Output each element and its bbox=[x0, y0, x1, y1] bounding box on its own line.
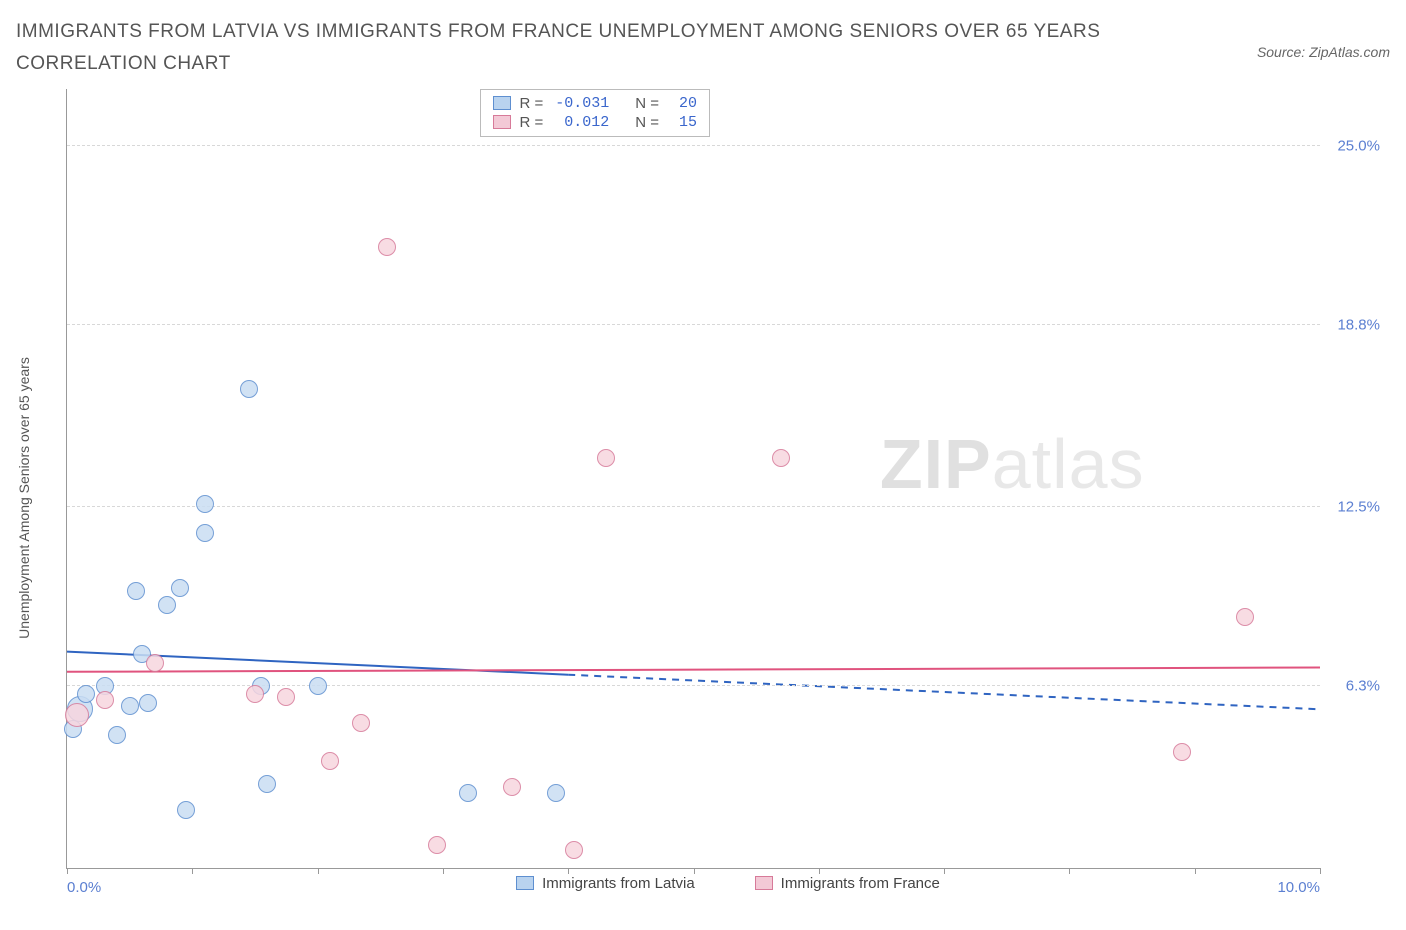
data-point bbox=[108, 726, 126, 744]
y-tick-label: 25.0% bbox=[1337, 138, 1380, 155]
stat-n-value: 15 bbox=[667, 114, 697, 131]
data-point bbox=[158, 596, 176, 614]
data-point bbox=[146, 654, 164, 672]
x-tick bbox=[318, 868, 319, 874]
stat-r-label: R = bbox=[519, 114, 543, 131]
x-tick bbox=[568, 868, 569, 874]
series-legend: Immigrants from Latvia Immigrants from Fr… bbox=[66, 875, 1390, 892]
stat-n-label: N = bbox=[635, 114, 659, 131]
x-tick bbox=[819, 868, 820, 874]
legend-label: Immigrants from Latvia bbox=[542, 875, 695, 892]
data-point bbox=[459, 784, 477, 802]
chart-container: Unemployment Among Seniors over 65 years… bbox=[16, 89, 1390, 892]
x-tick bbox=[1069, 868, 1070, 874]
stat-r-value: -0.031 bbox=[551, 95, 609, 112]
legend-swatch bbox=[493, 96, 511, 110]
stat-n-value: 20 bbox=[667, 95, 697, 112]
data-point bbox=[127, 582, 145, 600]
x-tick bbox=[1320, 868, 1321, 874]
gridline bbox=[67, 506, 1320, 507]
data-point bbox=[258, 775, 276, 793]
data-point bbox=[772, 449, 790, 467]
x-tick bbox=[192, 868, 193, 874]
gridline bbox=[67, 145, 1320, 146]
data-point bbox=[428, 836, 446, 854]
stats-legend: R = -0.031 N = 20 R = 0.012 N = 15 bbox=[480, 89, 710, 137]
data-point bbox=[277, 688, 295, 706]
legend-swatch bbox=[493, 115, 511, 129]
data-point bbox=[309, 677, 327, 695]
watermark-bold: ZIP bbox=[880, 425, 992, 503]
y-tick-label: 12.5% bbox=[1337, 498, 1380, 515]
header-row: IMMIGRANTS FROM LATVIA VS IMMIGRANTS FRO… bbox=[16, 16, 1390, 81]
data-point bbox=[121, 697, 139, 715]
watermark-light: atlas bbox=[992, 425, 1145, 503]
stat-n-label: N = bbox=[635, 95, 659, 112]
data-point bbox=[1236, 608, 1254, 626]
data-point bbox=[1173, 743, 1191, 761]
y-tick-label: 6.3% bbox=[1346, 677, 1380, 694]
data-point bbox=[503, 778, 521, 796]
data-point bbox=[378, 238, 396, 256]
data-point bbox=[139, 694, 157, 712]
data-point bbox=[565, 841, 583, 859]
legend-label: Immigrants from France bbox=[781, 875, 940, 892]
chart-title: IMMIGRANTS FROM LATVIA VS IMMIGRANTS FRO… bbox=[16, 16, 1166, 81]
stat-r-label: R = bbox=[519, 95, 543, 112]
data-point bbox=[65, 703, 89, 727]
x-tick bbox=[1195, 868, 1196, 874]
data-point bbox=[171, 579, 189, 597]
x-tick-label: 10.0% bbox=[1277, 879, 1320, 896]
x-tick bbox=[944, 868, 945, 874]
stats-legend-row: R = 0.012 N = 15 bbox=[481, 113, 709, 132]
data-point bbox=[352, 714, 370, 732]
data-point bbox=[547, 784, 565, 802]
data-point bbox=[77, 685, 95, 703]
watermark: ZIPatlas bbox=[880, 424, 1145, 504]
stat-r-value: 0.012 bbox=[551, 114, 609, 131]
legend-swatch bbox=[516, 876, 534, 890]
data-point bbox=[240, 380, 258, 398]
data-point bbox=[321, 752, 339, 770]
legend-item: Immigrants from Latvia bbox=[516, 875, 695, 892]
x-tick bbox=[694, 868, 695, 874]
data-point bbox=[196, 495, 214, 513]
data-point bbox=[96, 691, 114, 709]
x-tick-label: 0.0% bbox=[67, 879, 101, 896]
x-tick bbox=[67, 868, 68, 874]
data-point bbox=[597, 449, 615, 467]
stats-legend-row: R = -0.031 N = 20 bbox=[481, 94, 709, 113]
y-tick-label: 18.8% bbox=[1337, 317, 1380, 334]
gridline bbox=[67, 324, 1320, 325]
data-point bbox=[177, 801, 195, 819]
y-axis-label: Unemployment Among Seniors over 65 years bbox=[16, 357, 32, 639]
source-attribution: Source: ZipAtlas.com bbox=[1257, 16, 1390, 60]
legend-swatch bbox=[755, 876, 773, 890]
data-point bbox=[246, 685, 264, 703]
plot-area: ZIPatlas R =-0.031N =20R =0.012N =15 6.3… bbox=[66, 89, 1320, 869]
x-tick bbox=[443, 868, 444, 874]
legend-item: Immigrants from France bbox=[755, 875, 940, 892]
trend-lines bbox=[67, 89, 1320, 868]
data-point bbox=[196, 524, 214, 542]
